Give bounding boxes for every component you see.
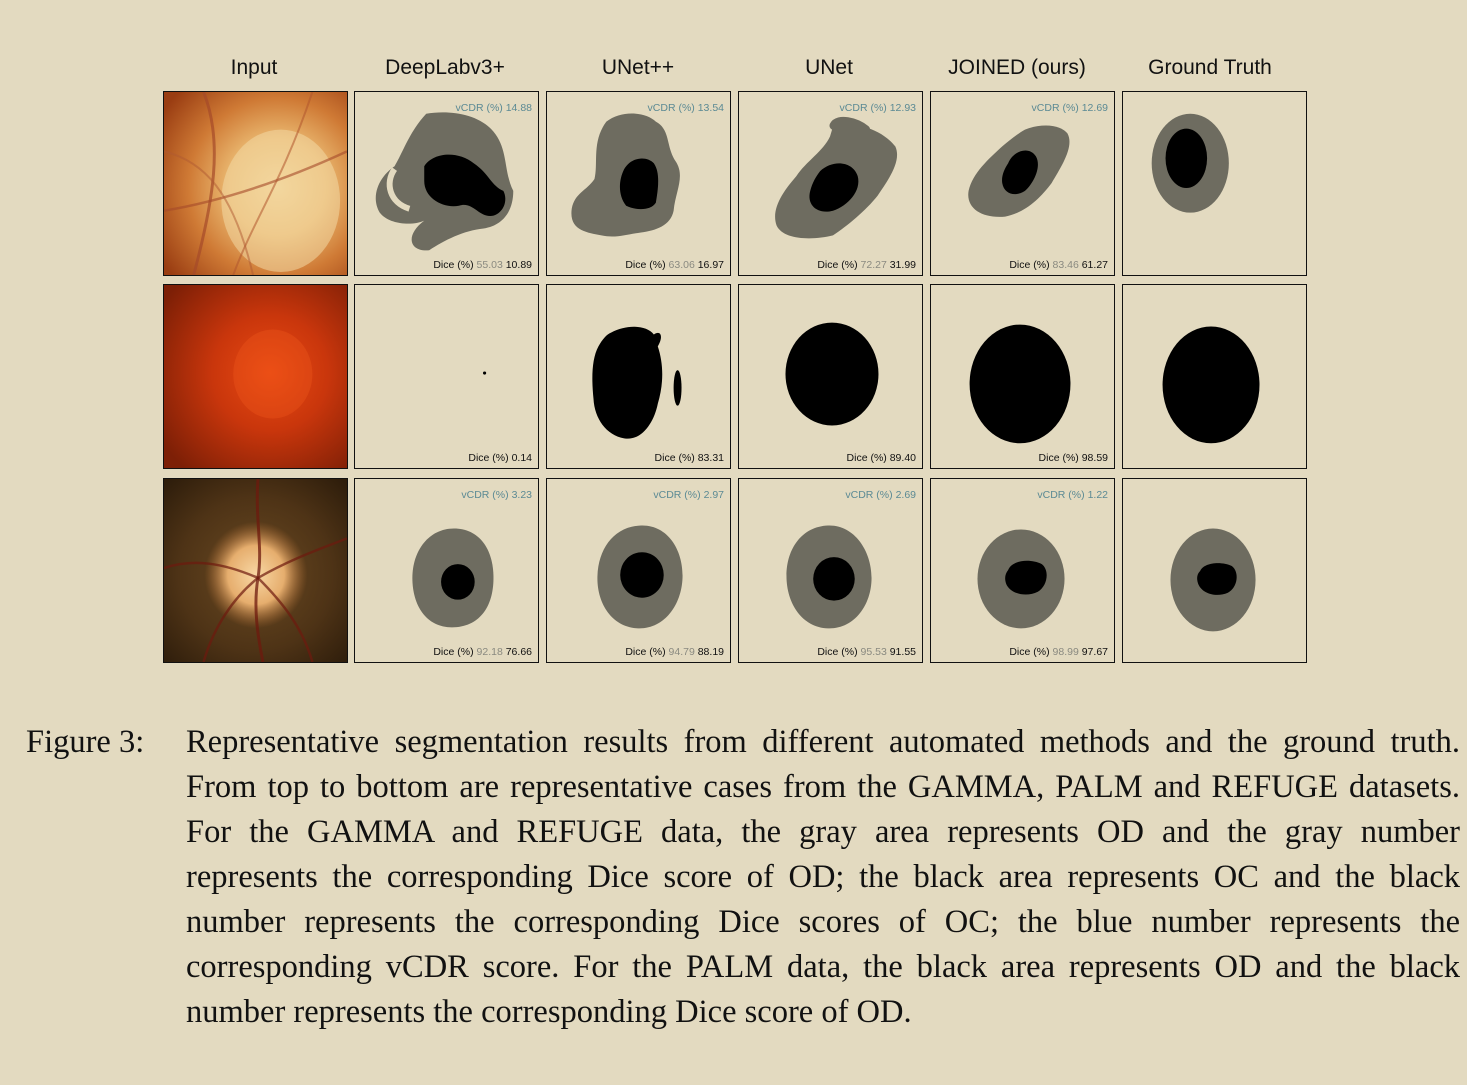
- dice-score: Dice (%) 0.14: [468, 452, 532, 464]
- vcdr-value: 12.69: [1081, 102, 1108, 114]
- dice-score: Dice (%) 94.79 88.19: [625, 646, 724, 658]
- ground-truth-gamma: [1122, 91, 1307, 276]
- result-unetpp-palm: Dice (%) 83.31: [546, 284, 731, 469]
- dice-score: Dice (%) 72.27 31.99: [817, 259, 916, 271]
- dice-score: Dice (%) 98.99 97.67: [1009, 646, 1108, 658]
- dice-score: Dice (%) 89.40: [846, 452, 916, 464]
- vcdr-value: 1.22: [1087, 489, 1108, 501]
- caption-label: Figure 3:: [26, 724, 145, 760]
- input-image-refuge: [163, 478, 348, 663]
- vcdr-value: 2.69: [895, 489, 916, 501]
- dice-score: Dice (%) 92.18 76.66: [433, 646, 532, 658]
- dice-score: Dice (%) 63.06 16.97: [625, 259, 724, 271]
- result-joined-refuge: vCDR (%) 1.22 Dice (%) 98.99 97.67: [930, 478, 1115, 663]
- result-unetpp-gamma: vCDR (%) 13.54 Dice (%) 63.06 16.97: [546, 91, 731, 276]
- result-deeplabv3-palm: Dice (%) 0.14: [354, 284, 539, 469]
- result-deeplabv3-gamma: vCDR (%) 14.88 Dice (%) 55.03 10.89: [354, 91, 539, 276]
- vcdr-value: 3.23: [511, 489, 532, 501]
- header-deeplabv3: DeepLabv3+: [385, 56, 505, 79]
- vcdr-value: 2.97: [703, 489, 724, 501]
- vcdr-value: 12.93: [889, 102, 916, 114]
- dice-score: Dice (%) 55.03 10.89: [433, 259, 532, 271]
- result-unetpp-refuge: vCDR (%) 2.97 Dice (%) 94.79 88.19: [546, 478, 731, 663]
- header-unet: UNet: [805, 56, 853, 79]
- result-joined-gamma: vCDR (%) 12.69 Dice (%) 83.46 61.27: [930, 91, 1115, 276]
- dice-score: Dice (%) 83.46 61.27: [1009, 259, 1108, 271]
- result-unet-refuge: vCDR (%) 2.69 Dice (%) 95.53 91.55: [738, 478, 923, 663]
- vcdr-value: 14.88: [505, 102, 532, 114]
- header-input: Input: [230, 56, 278, 79]
- dice-score: Dice (%) 98.59: [1038, 452, 1108, 464]
- vcdr-value: 13.54: [697, 102, 724, 114]
- dice-score: Dice (%) 83.31: [654, 452, 724, 464]
- header-joined: JOINED (ours): [948, 56, 1086, 79]
- header-unetpp: UNet++: [601, 56, 675, 79]
- segmentation-figure: Input DeepLabv3+ UNet++ UNet JOINED (our…: [163, 56, 1307, 663]
- ground-truth-refuge: [1122, 478, 1307, 663]
- ground-truth-palm: [1122, 284, 1307, 469]
- input-image-palm: [163, 284, 348, 469]
- result-unet-gamma: vCDR (%) 12.93 Dice (%) 72.27 31.99: [738, 91, 923, 276]
- caption-text: Representative segmentation results from…: [186, 724, 1460, 1030]
- result-deeplabv3-refuge: vCDR (%) 3.23 Dice (%) 92.18 76.66: [354, 478, 539, 663]
- result-unet-palm: Dice (%) 89.40: [738, 284, 923, 469]
- header-ground-truth: Ground Truth: [1148, 56, 1272, 79]
- input-image-gamma: [163, 91, 348, 276]
- dice-score: Dice (%) 95.53 91.55: [817, 646, 916, 658]
- result-joined-palm: Dice (%) 98.59: [930, 284, 1115, 469]
